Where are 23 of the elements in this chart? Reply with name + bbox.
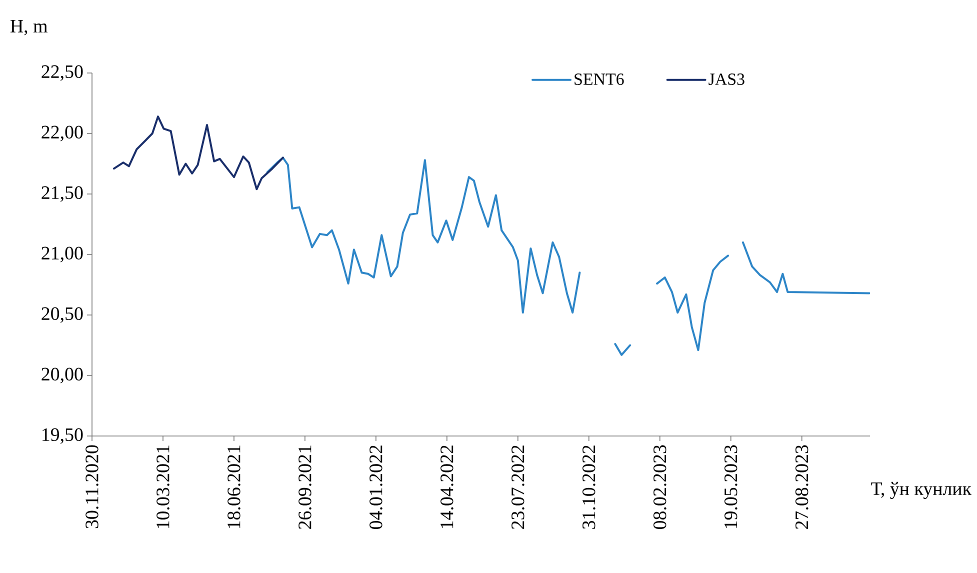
- x-tick-label: 27.08.2023: [795, 445, 808, 529]
- x-tick-label: 08.02.2023: [653, 445, 666, 529]
- x-tick-label: 04.01.2022: [370, 446, 382, 529]
- legend-label: SENT6: [574, 74, 624, 85]
- x-tick-label: 30.11.2020: [86, 445, 98, 528]
- x-tick-label: 14.04.2022: [440, 446, 454, 528]
- y-axis-title: H, m: [10, 20, 48, 36]
- y-tick-label: 22,50: [42, 65, 83, 81]
- x-tick-label: 31.10.2022: [582, 446, 596, 529]
- x-tick-label: 26.09.2021: [298, 446, 312, 529]
- x-tick-label: 23.07.2022: [512, 446, 524, 529]
- y-tick-label: 22,00: [42, 126, 83, 142]
- y-tick-label: 19,50: [42, 428, 83, 444]
- x-tick-label: 18.06.2021: [228, 446, 240, 528]
- y-tick-label: 20,50: [42, 307, 83, 323]
- y-tick-label: 21,00: [42, 246, 83, 262]
- y-tick-label: 20,00: [42, 368, 83, 384]
- x-tick-label: 10.03.2021: [156, 446, 170, 528]
- legend-label: JAS3: [708, 74, 744, 85]
- y-tick-label: 21,50: [42, 186, 83, 202]
- line-series: [113, 116, 284, 190]
- x-axis-title: Т, ўн кунлик: [871, 482, 972, 499]
- x-tick-label: 19.05.2023: [724, 445, 738, 528]
